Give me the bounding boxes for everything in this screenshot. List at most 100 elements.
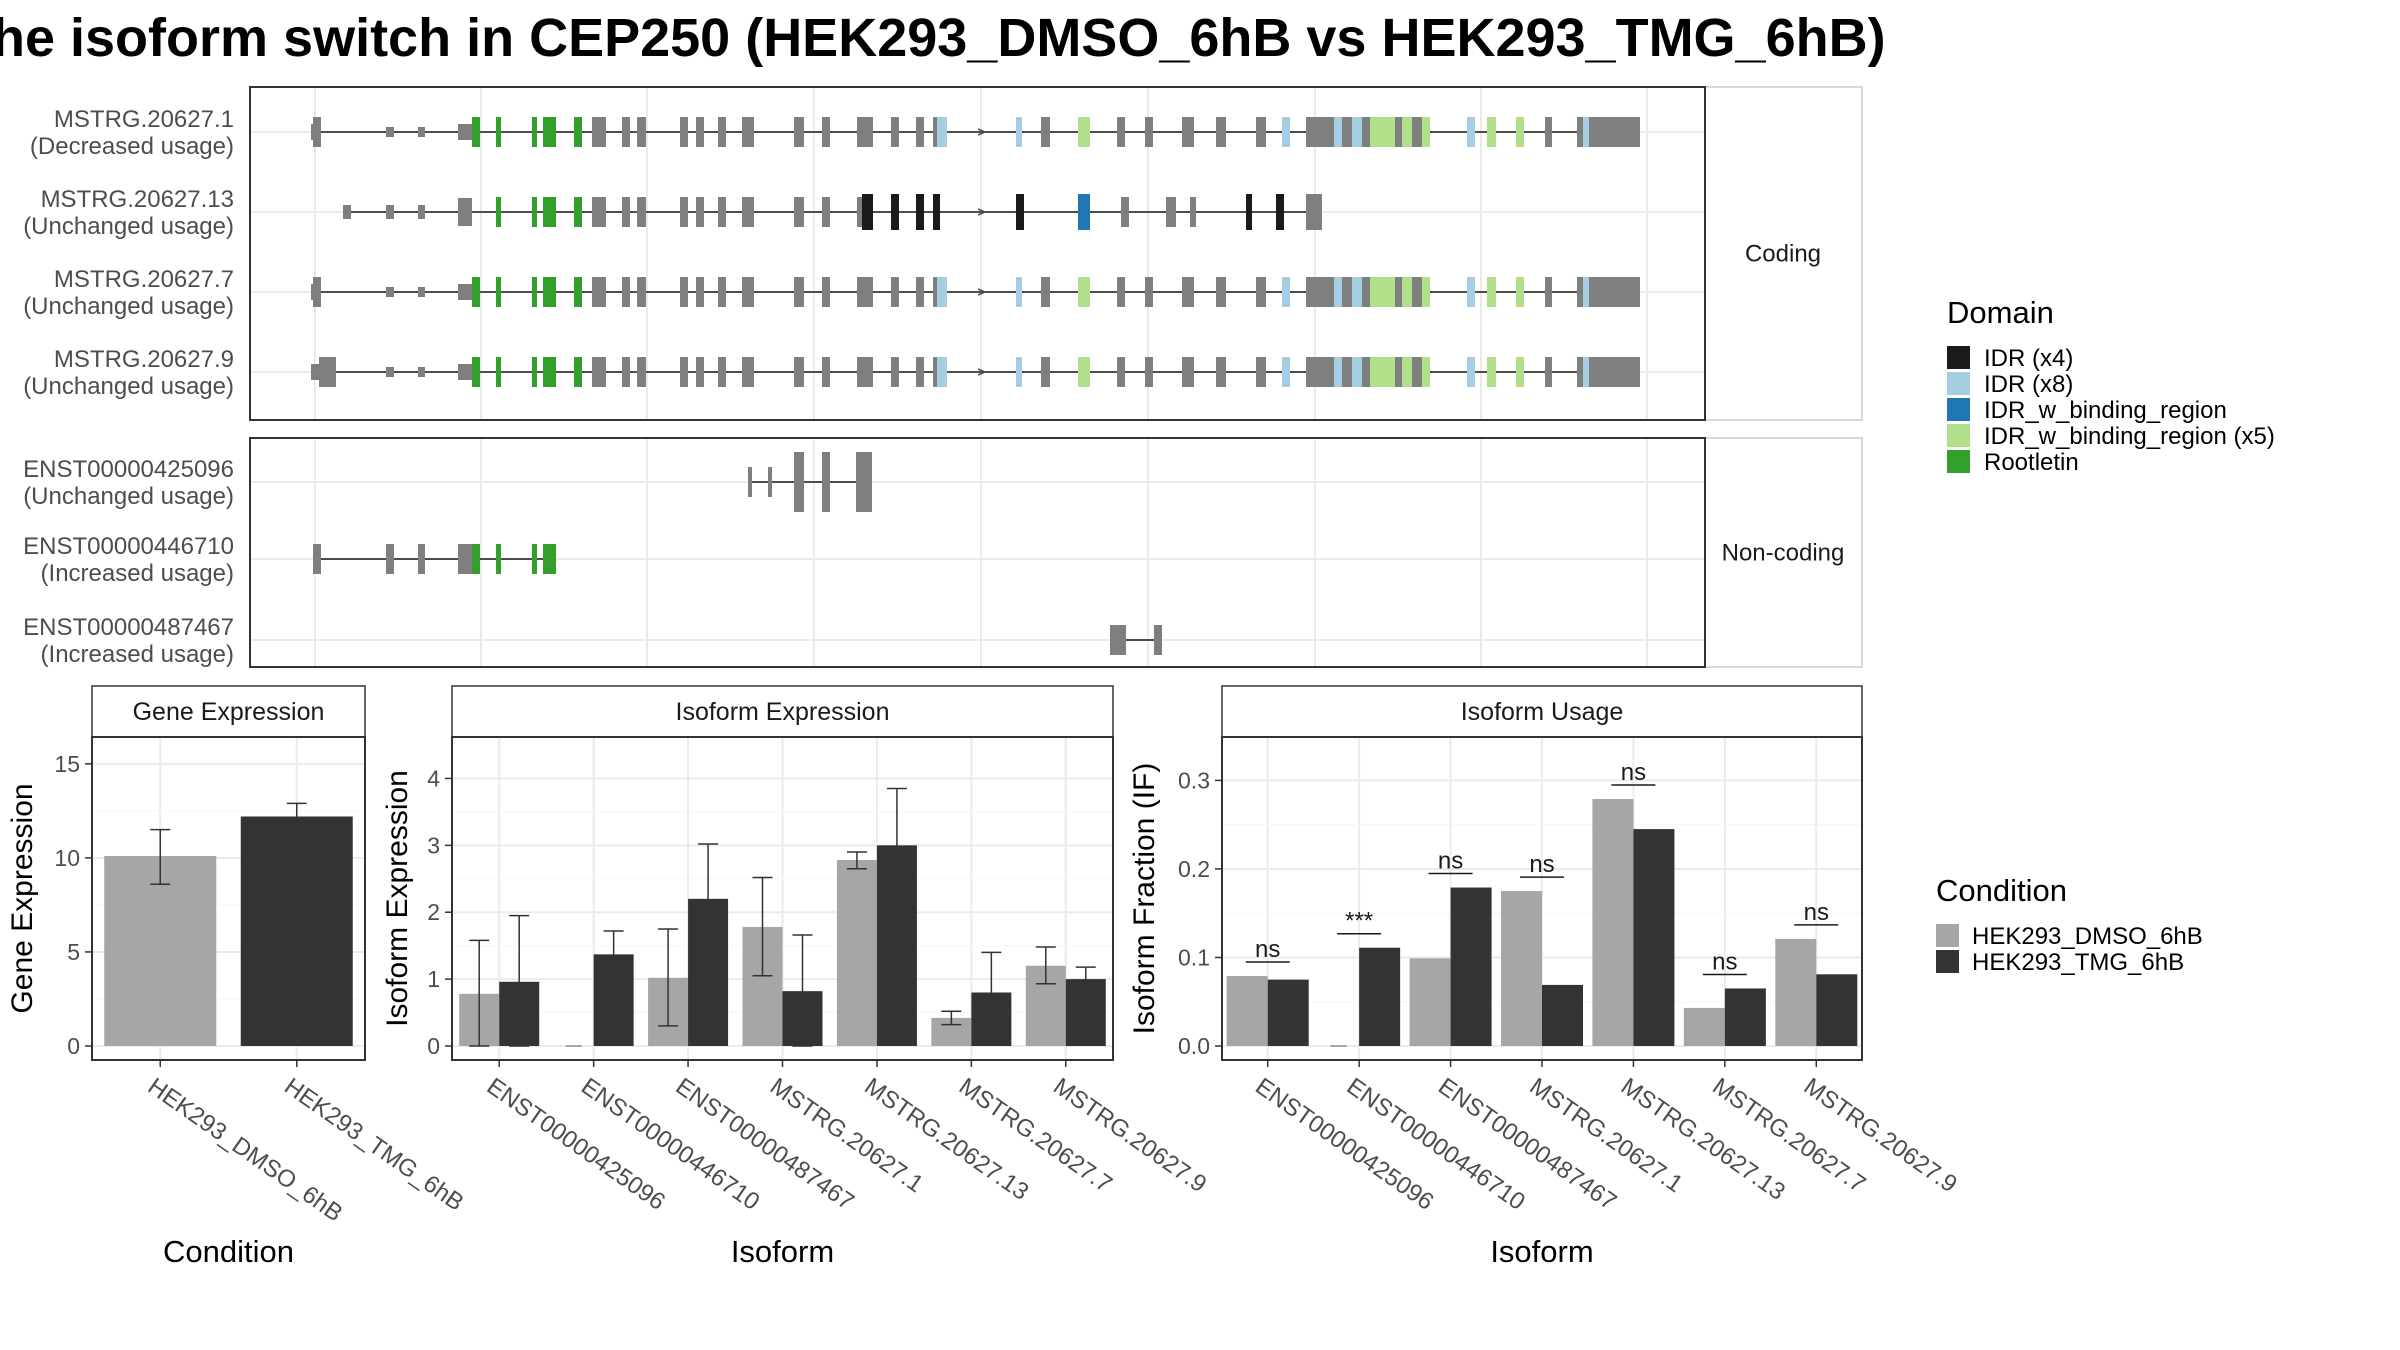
exon-IDR_w_binding_region_x5 <box>1078 357 1090 387</box>
bar <box>1450 887 1492 1046</box>
exon-Rootletin <box>496 197 501 227</box>
exon-IDR_w_binding_region <box>1078 194 1090 230</box>
exon-exon <box>1190 197 1196 227</box>
exon-IDR_x8 <box>1334 277 1342 307</box>
exon-exon <box>680 197 688 227</box>
transcript-ENST00000487467: ENST00000487467(Increased usage) <box>23 614 1162 668</box>
isoform-usage: (Unchanged usage) <box>23 213 234 240</box>
legend-key <box>1936 924 1959 947</box>
exon-IDR <box>1246 194 1252 230</box>
transcript-MSTRG.20627.7: MSTRG.20627.7(Unchanged usage) <box>23 266 1640 320</box>
exon-exon <box>592 117 606 147</box>
isoform-name: ENST00000446710 <box>23 533 234 560</box>
exon-exon <box>1216 357 1226 387</box>
exon-IDR_x8 <box>1016 357 1022 387</box>
exon-exon <box>891 357 899 387</box>
exon-exon <box>622 197 630 227</box>
facet-strip <box>1704 437 1863 668</box>
transcript-MSTRG.20627.13: MSTRG.20627.13(Unchanged usage) <box>23 186 1322 240</box>
exon-exon <box>1577 357 1583 387</box>
isoform-usage: (Unchanged usage) <box>23 373 234 400</box>
exon-IDR_w_binding_region_x5 <box>1402 277 1412 307</box>
exon-exon <box>418 367 425 377</box>
exon-exon <box>718 197 726 227</box>
exon-IDR_x8 <box>1334 357 1342 387</box>
isoform-name: ENST00000425096 <box>23 456 234 483</box>
exon-exon <box>1342 277 1352 307</box>
exon-IDR_w_binding_region_x5 <box>1078 117 1090 147</box>
exon-exon <box>637 117 646 147</box>
exon-exon <box>386 287 394 297</box>
bar <box>1633 829 1675 1046</box>
exon-Rootletin <box>543 197 556 227</box>
exon-IDR_x8 <box>1583 117 1589 147</box>
chart-isoform-expression: Isoform Expression01234ENST00000425096EN… <box>381 685 1211 1269</box>
exon-exon <box>1117 357 1125 387</box>
exon-IDR_w_binding_region_x5 <box>1422 277 1430 307</box>
x-tick-label: MSTRG.20627.13 <box>1616 1073 1790 1206</box>
x-tick-label: MSTRG.20627.1 <box>765 1073 928 1198</box>
exon-IDR_x8 <box>1352 117 1362 147</box>
x-axis-title: Isoform <box>1490 1234 1593 1269</box>
exon-exon <box>1145 357 1153 387</box>
exon-exon <box>1577 117 1583 147</box>
exon-exon <box>1395 117 1402 147</box>
exon-exon <box>418 205 425 219</box>
facet-strip <box>1704 86 1863 421</box>
exon-exon <box>1412 357 1422 387</box>
exon-exon <box>916 117 924 147</box>
exon-exon <box>637 277 646 307</box>
transcript-MSTRG.20627.9: MSTRG.20627.9(Unchanged usage) <box>23 346 1640 400</box>
y-tick-label: 4 <box>427 765 440 791</box>
exon-IDR_x8 <box>1334 117 1342 147</box>
y-tick-label: 0.2 <box>1178 856 1210 882</box>
x-tick-label: MSTRG.20627.1 <box>1525 1073 1688 1198</box>
exon-exon <box>1545 117 1552 147</box>
transcript-ENST00000425096: ENST00000425096(Unchanged usage) <box>23 452 872 512</box>
isoform-name: ENST00000487467 <box>23 614 234 641</box>
exon-Rootletin <box>496 357 501 387</box>
chart-title: Gene Expression <box>133 698 325 726</box>
chart-isoform-usage: Isoform Usage 0.0 0.1 0.2 0.3 ns *** ns ns ns ns ns… <box>1128 685 1962 1269</box>
chart-title: Isoform Expression <box>676 698 890 726</box>
strand-arrow <box>977 288 987 296</box>
legend-key <box>1947 450 1970 473</box>
y-tick-label: 5 <box>67 939 80 965</box>
exon-exon <box>916 357 924 387</box>
isoform-name: MSTRG.20627.9 <box>54 346 234 373</box>
exon-exon <box>856 452 872 512</box>
exon-IDR <box>933 194 940 230</box>
exon-exon <box>857 117 873 147</box>
legend-label: IDR (x4) <box>1984 345 2073 372</box>
significance-label: *** <box>1345 908 1373 935</box>
exon-exon <box>1577 277 1583 307</box>
exon-IDR <box>916 194 924 230</box>
exon-exon <box>458 284 472 300</box>
exon-exon <box>933 277 937 307</box>
exon-exon <box>680 117 688 147</box>
exon-exon <box>458 124 472 140</box>
exon-exon <box>1362 357 1370 387</box>
y-axis-title: Isoform Fraction (IF) <box>1128 763 1161 1035</box>
exon-IDR_w_binding_region_x5 <box>1370 277 1395 307</box>
exon-exon <box>1182 117 1194 147</box>
panel-border <box>1221 736 1863 1061</box>
exon-exon <box>418 287 425 297</box>
exon-exon <box>822 357 830 387</box>
y-axis-title: Gene Expression <box>6 783 39 1013</box>
bar <box>1359 947 1401 1046</box>
exon-exon <box>1216 277 1226 307</box>
y-tick-label: 10 <box>54 845 80 871</box>
exon-exon <box>1117 117 1125 147</box>
exon-exon <box>637 197 646 227</box>
bar <box>1816 974 1858 1046</box>
exon-exon <box>1545 277 1552 307</box>
isoform-name: MSTRG.20627.1 <box>54 106 234 133</box>
exon-exon <box>1306 194 1322 230</box>
structure-panel-noncoding: Non-coding ENST00000425096(Unchanged usag… <box>23 437 1863 668</box>
exon-exon <box>718 357 726 387</box>
isoform-name: MSTRG.20627.7 <box>54 266 234 293</box>
